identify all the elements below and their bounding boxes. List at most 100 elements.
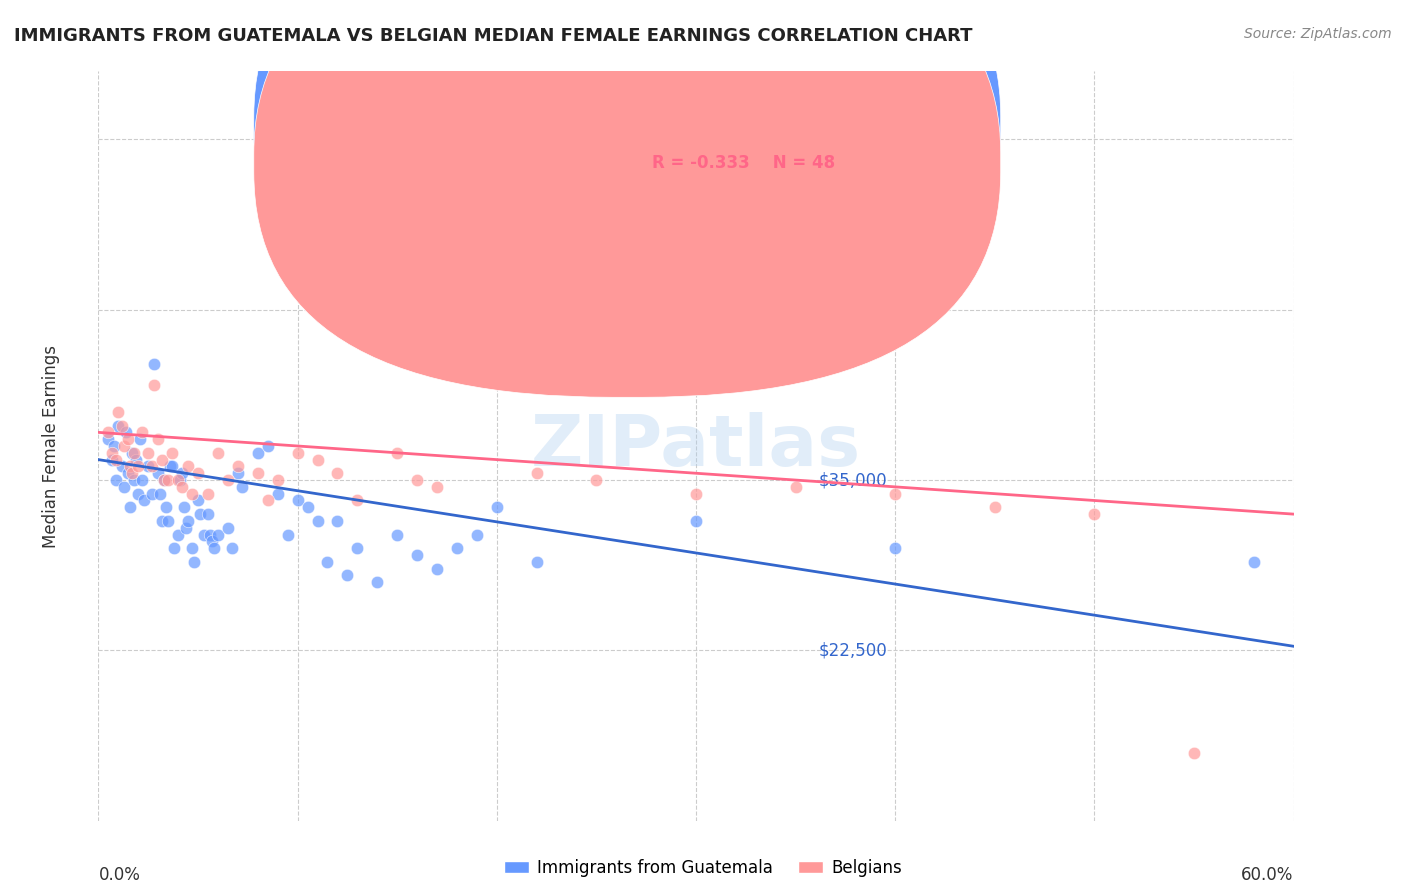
Point [129, 432, 152, 446]
Point [346, 493, 368, 508]
Point [1182, 746, 1205, 760]
Point [160, 459, 183, 474]
Point [153, 473, 176, 487]
Text: $47,500: $47,500 [820, 301, 887, 318]
Point [526, 555, 548, 569]
Point [884, 486, 907, 500]
Point [177, 514, 200, 528]
Point [150, 452, 173, 467]
Point [121, 467, 143, 481]
Point [181, 486, 204, 500]
Text: R = -0.296    N = 71: R = -0.296 N = 71 [652, 116, 835, 135]
Point [406, 473, 429, 487]
Point [193, 527, 215, 541]
Text: R = -0.333    N = 48: R = -0.333 N = 48 [652, 153, 835, 172]
Point [1243, 555, 1265, 569]
Point [188, 507, 211, 521]
Point [141, 486, 163, 500]
Point [157, 473, 180, 487]
Point [103, 439, 125, 453]
Point [155, 500, 177, 515]
Point [685, 514, 707, 528]
Point [526, 467, 548, 481]
Point [197, 486, 219, 500]
Text: 0.0%: 0.0% [98, 865, 141, 884]
Point [127, 459, 149, 474]
Text: $22,500: $22,500 [820, 641, 887, 659]
Text: $35,000: $35,000 [820, 471, 887, 489]
Point [120, 500, 142, 515]
Point [112, 439, 135, 453]
Point [157, 514, 180, 528]
Point [201, 534, 224, 549]
Point [111, 418, 134, 433]
Text: $60,000: $60,000 [820, 130, 887, 148]
Point [226, 467, 249, 481]
Point [143, 357, 166, 371]
Point [385, 527, 409, 541]
Text: Source: ZipAtlas.com: Source: ZipAtlas.com [1244, 27, 1392, 41]
Point [1083, 507, 1105, 521]
Point [121, 446, 143, 460]
Point [217, 521, 239, 535]
Point [207, 527, 229, 541]
Point [136, 446, 159, 460]
Point [115, 425, 138, 440]
Point [307, 452, 329, 467]
Point [124, 473, 146, 487]
Point [297, 500, 319, 515]
Point [105, 452, 128, 467]
Point [172, 480, 194, 494]
Point [112, 480, 135, 494]
Point [884, 541, 907, 556]
Point [685, 486, 707, 500]
Point [111, 459, 134, 474]
Point [446, 541, 468, 556]
FancyBboxPatch shape [254, 0, 1001, 397]
Text: ZIPatlas: ZIPatlas [531, 411, 860, 481]
Point [117, 432, 139, 446]
Point [160, 446, 183, 460]
FancyBboxPatch shape [582, 87, 965, 206]
Point [125, 452, 148, 467]
Point [221, 541, 243, 556]
Point [287, 446, 309, 460]
Text: Median Female Earnings: Median Female Earnings [42, 344, 59, 548]
Point [101, 446, 124, 460]
Point [136, 459, 159, 474]
Point [202, 541, 225, 556]
Point [172, 467, 194, 481]
Point [267, 486, 290, 500]
Point [485, 357, 508, 371]
Point [406, 548, 429, 562]
Point [198, 527, 221, 541]
Point [167, 473, 190, 487]
Point [120, 459, 142, 474]
Point [107, 405, 129, 419]
Point [316, 555, 339, 569]
Point [148, 467, 170, 481]
Point [585, 473, 607, 487]
Point [465, 527, 488, 541]
Point [256, 439, 278, 453]
Point [785, 480, 807, 494]
Point [159, 459, 181, 474]
Point [107, 418, 129, 433]
Point [231, 480, 253, 494]
Point [385, 446, 409, 460]
Point [256, 493, 278, 508]
Point [307, 514, 329, 528]
Point [173, 500, 195, 515]
Point [174, 521, 197, 535]
Point [127, 486, 149, 500]
Point [246, 467, 269, 481]
Point [346, 541, 368, 556]
Point [984, 500, 1007, 515]
Point [326, 514, 349, 528]
Point [426, 480, 449, 494]
Point [149, 486, 172, 500]
Point [183, 555, 205, 569]
Legend: Immigrants from Guatemala, Belgians: Immigrants from Guatemala, Belgians [498, 853, 908, 884]
Point [187, 493, 209, 508]
Point [169, 473, 191, 487]
